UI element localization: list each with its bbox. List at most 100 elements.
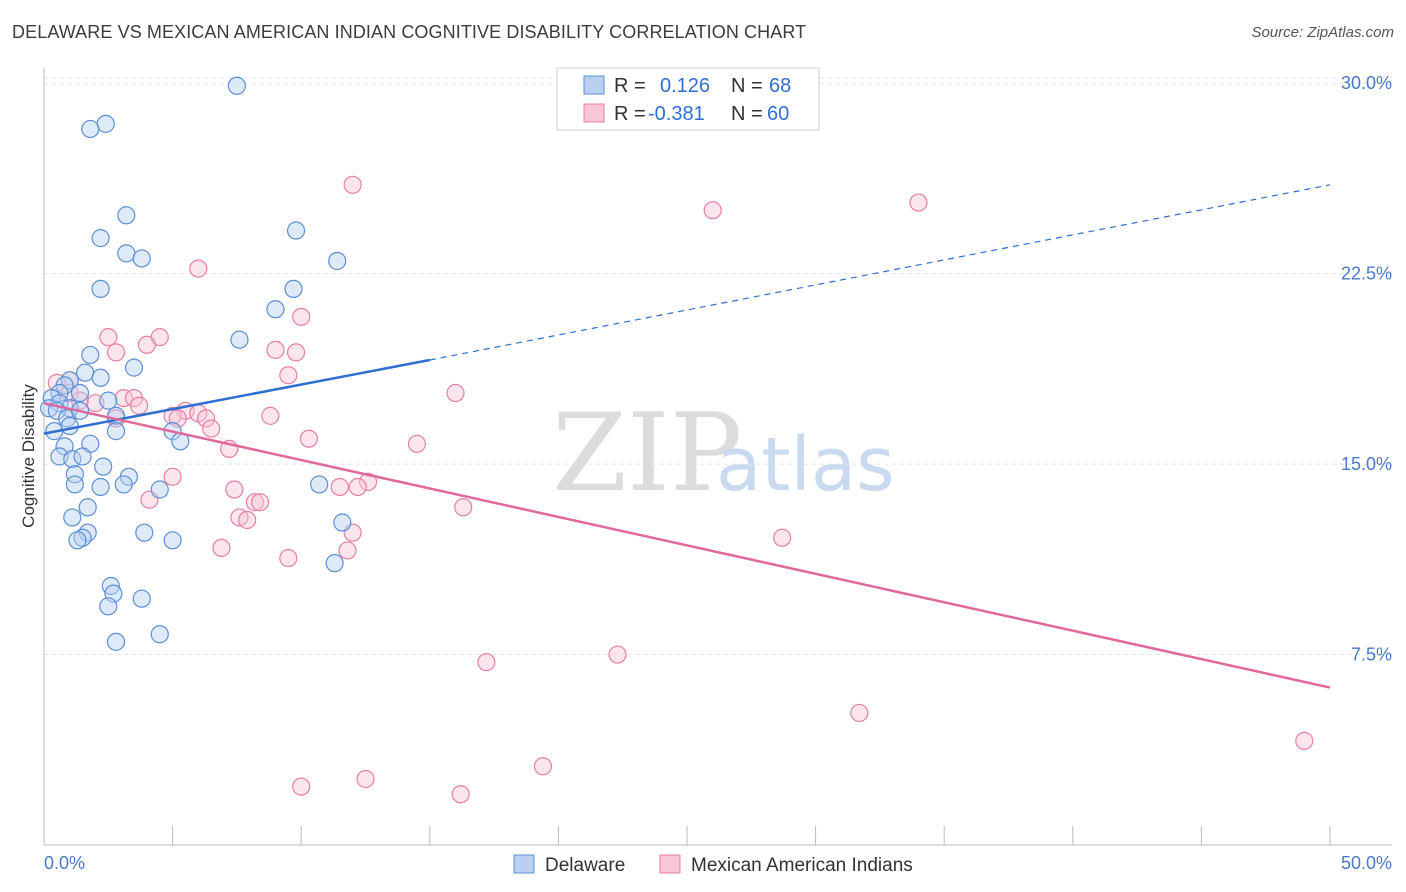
legend-n-label-mexican: N =: [731, 103, 763, 125]
point-delaware: [132, 589, 151, 608]
point-mexican: [189, 259, 208, 278]
point-mexican: [163, 406, 182, 425]
source-label: Source: ZipAtlas.com: [1251, 24, 1394, 41]
point-delaware: [68, 531, 87, 550]
y-tick-label: 15.0%: [1341, 454, 1392, 474]
point-delaware: [150, 625, 169, 644]
point-delaware: [114, 475, 133, 494]
x-tick-label-max: 50.0%: [1341, 853, 1392, 873]
point-mexican: [279, 548, 298, 568]
point-mexican: [356, 769, 375, 789]
point-mexican: [773, 528, 792, 547]
point-mexican: [299, 429, 319, 448]
legend-r-value-mexican: -0.381: [648, 103, 705, 125]
gridlines: [44, 77, 1392, 656]
point-mexican: [266, 340, 285, 359]
y-tick-label: 22.5%: [1341, 264, 1392, 284]
bottom-legend: Delaware Mexican American Indians: [513, 854, 913, 876]
point-delaware: [227, 76, 246, 95]
point-mexican: [163, 467, 182, 486]
trendline-mexican: [43, 401, 1331, 689]
point-delaware: [135, 523, 154, 542]
point-delaware: [70, 383, 90, 403]
point-mexican: [338, 541, 357, 560]
point-mexican: [238, 510, 257, 530]
y-tick-label: 7.5%: [1351, 645, 1392, 665]
point-delaware: [91, 229, 110, 248]
point-mexican: [137, 335, 156, 354]
point-delaware: [94, 457, 113, 476]
point-delaware: [73, 447, 92, 466]
point-mexican: [245, 493, 265, 512]
point-mexican: [330, 477, 349, 497]
point-mexican: [196, 409, 216, 428]
point-delaware: [230, 330, 249, 349]
watermark-zip: ZIP: [552, 391, 742, 516]
point-delaware: [60, 371, 79, 390]
point-mexican: [106, 343, 126, 362]
y-tick-label: 30.0%: [1341, 73, 1392, 93]
point-delaware: [284, 279, 303, 299]
bottom-legend-label-mexican: Mexican American Indians: [691, 855, 913, 876]
watermark: ZIP atlas: [552, 391, 895, 516]
point-mexican: [1295, 731, 1314, 750]
point-mexican: [99, 328, 118, 347]
legend-swatch-mexican: [583, 103, 605, 123]
legend-r-label-delaware: R =: [614, 75, 646, 97]
axes: [43, 68, 1392, 846]
point-mexican: [225, 480, 244, 499]
x-tick-label-min: 0.0%: [44, 853, 85, 873]
point-mexican: [261, 406, 280, 425]
point-delaware: [117, 206, 136, 225]
point-mexican: [703, 201, 722, 220]
point-mexican: [70, 391, 90, 410]
y-axis-label: Cognitive Disability: [19, 384, 38, 528]
point-delaware: [333, 513, 352, 532]
point-delaware: [286, 221, 306, 240]
point-mexican: [909, 193, 928, 212]
point-delaware: [106, 422, 126, 441]
point-delaware: [76, 363, 95, 382]
point-mexican: [454, 498, 473, 517]
chart-title: DELAWARE VS MEXICAN AMERICAN INDIAN COGN…: [12, 22, 807, 42]
point-mexican: [130, 396, 149, 415]
trendlines: [43, 184, 1331, 689]
point-mexican: [250, 493, 270, 512]
point-delaware: [60, 416, 79, 436]
y-tick-labels: 7.5% 15.0% 22.5% 30.0%: [1341, 73, 1392, 664]
point-delaware: [91, 477, 110, 497]
point-delaware: [63, 508, 82, 527]
point-delaware: [65, 465, 84, 484]
point-delaware: [73, 528, 92, 547]
point-mexican: [279, 366, 298, 385]
point-delaware: [91, 368, 110, 387]
point-delaware: [81, 345, 100, 365]
point-delaware: [150, 480, 169, 499]
point-mexican: [850, 703, 869, 723]
legend-n-value-delaware: 68: [769, 75, 791, 97]
point-mexican: [292, 307, 311, 326]
watermark-atlas: atlas: [716, 422, 895, 508]
bottom-legend-swatch-delaware: [513, 854, 535, 874]
point-mexican: [343, 175, 362, 194]
point-delaware: [163, 531, 182, 550]
point-delaware: [96, 114, 115, 133]
point-mexican: [114, 388, 133, 408]
point-mexican: [533, 757, 553, 776]
bottom-legend-label-delaware: Delaware: [545, 855, 625, 876]
point-delaware: [99, 391, 118, 410]
point-delaware: [81, 119, 100, 139]
point-delaware: [266, 300, 285, 319]
series-mexican-points: [47, 175, 1314, 804]
legend-n-value-mexican: 60: [767, 103, 789, 125]
point-mexican: [451, 785, 470, 804]
point-mexican: [212, 538, 231, 558]
point-delaware: [65, 475, 84, 494]
point-delaware: [106, 632, 126, 651]
point-mexican: [348, 477, 367, 497]
series-delaware-points: [40, 76, 352, 651]
point-mexican: [202, 419, 221, 438]
point-delaware: [91, 279, 110, 299]
trendline-delaware-extension: [429, 184, 1331, 361]
